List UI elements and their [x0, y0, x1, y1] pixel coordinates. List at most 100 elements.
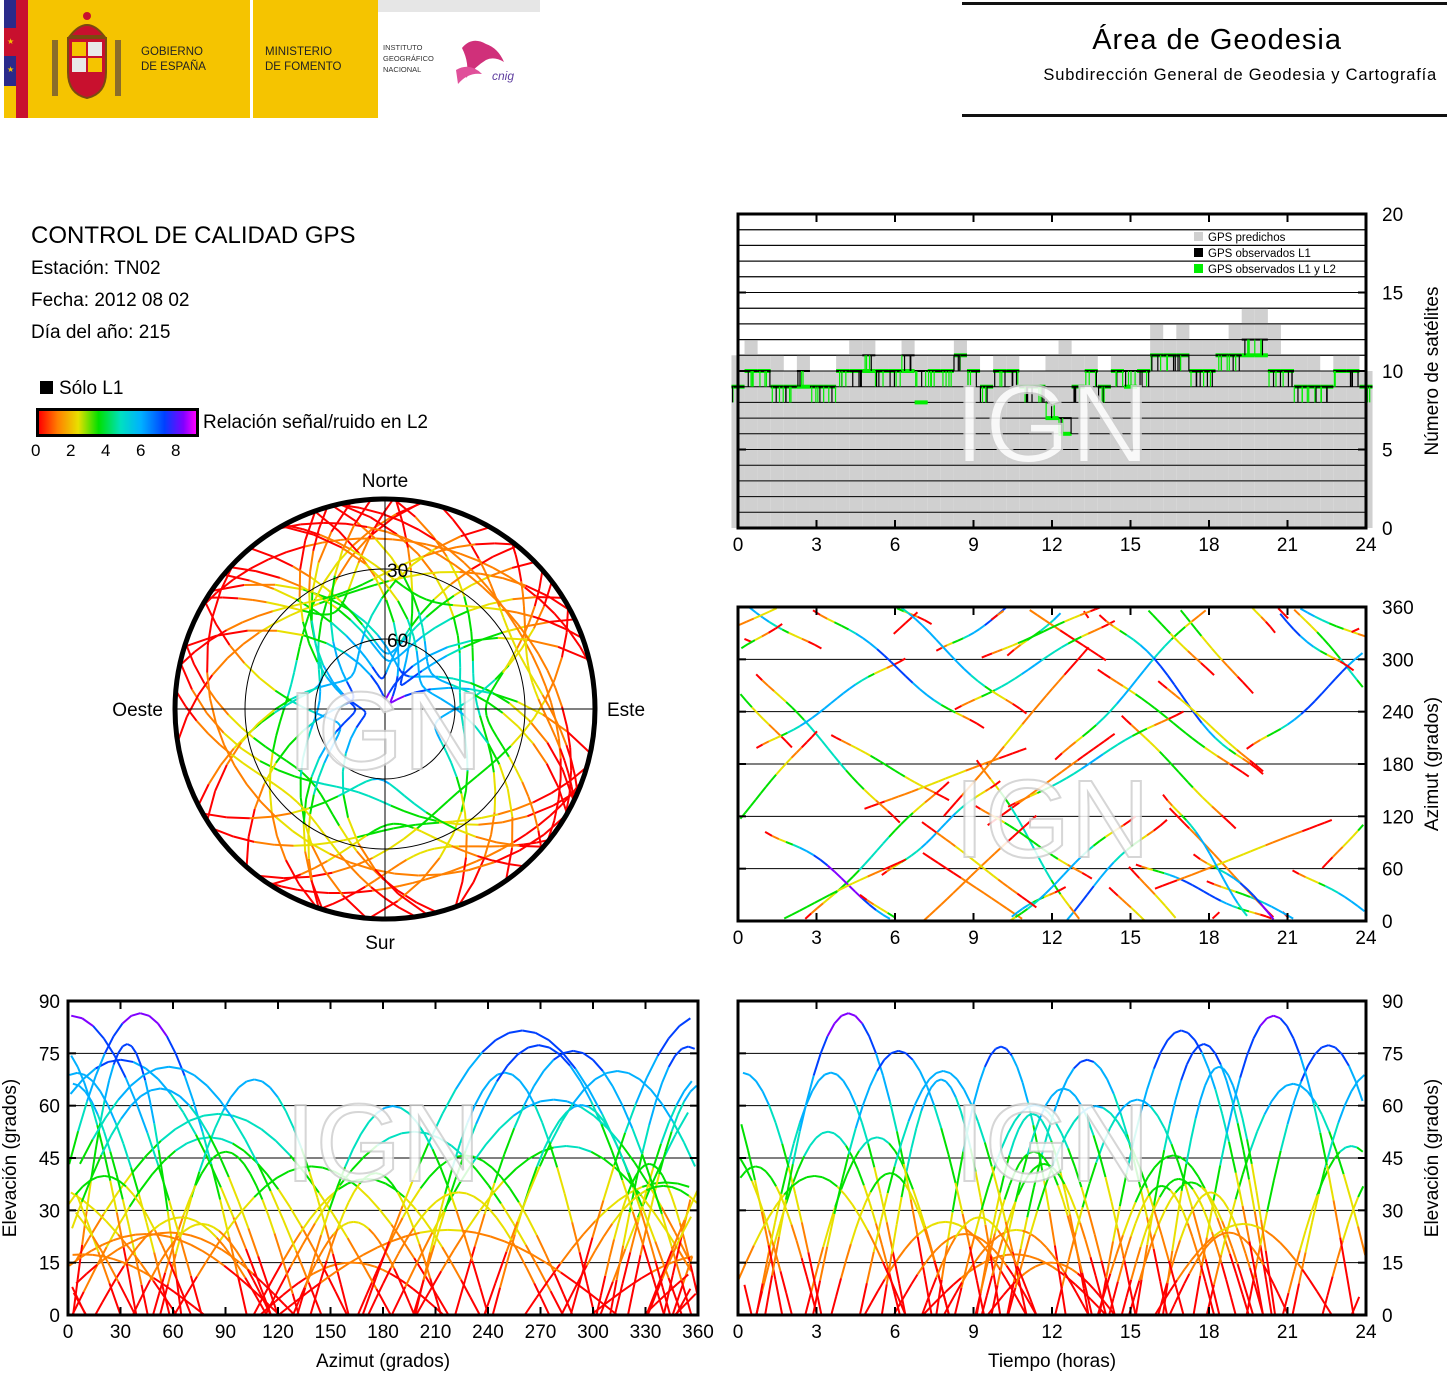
azimuth-track-segment [1053, 623, 1060, 628]
elevation-track-segment [1102, 1128, 1111, 1145]
azimuth-track-segment [1253, 763, 1260, 769]
azimuth-track-segment [963, 668, 972, 677]
skyplot-track-segment [298, 596, 304, 622]
elevation-track-segment [1051, 1148, 1061, 1168]
azimuth-track-segment [962, 634, 970, 640]
elevation-track-segment [846, 1160, 855, 1175]
observed-l1-step [1058, 417, 1072, 420]
instituto-line1: INSTITUTO [383, 43, 423, 52]
azimuth-track-segment [785, 841, 794, 846]
skyplot-track-segment [458, 699, 471, 708]
elevation-track-segment [1081, 1272, 1088, 1294]
skyplot-track-segment [455, 776, 463, 794]
x-tick-label: 210 [420, 1322, 452, 1343]
elevation-azimuth-segment [237, 1156, 245, 1165]
elevation-azimuth-segment [187, 1217, 196, 1222]
elevation-azimuth-segment [264, 1302, 272, 1316]
azimuth-track-segment [987, 820, 994, 827]
azimuth-track-segment [1184, 620, 1193, 628]
elevation-track-segment [1148, 1233, 1156, 1250]
skyplot-track-segment [417, 611, 424, 628]
azimuth-track-segment [988, 871, 995, 877]
y-tick-label: 360 [1382, 598, 1414, 619]
elevation-azimuth-segment [670, 1194, 677, 1209]
elevation-track-segment [1054, 1286, 1063, 1316]
azimuth-track-segment [935, 831, 942, 837]
skyplot-track-segment [466, 775, 478, 786]
elevation-azimuth-segment [231, 1117, 247, 1140]
elevation-azimuth-segment [159, 1231, 170, 1235]
skyplot-track-segment [352, 583, 364, 590]
elevation-azimuth-segment [683, 1190, 699, 1221]
azimuth-track-segment [1005, 698, 1014, 705]
azimuth-track-segment [1153, 657, 1162, 667]
azimuth-track-segment [1210, 751, 1218, 757]
skyplot-track-segment [362, 709, 367, 714]
elevation-azimuth-segment [553, 1273, 565, 1295]
elevation-azimuth-segment [348, 1253, 364, 1265]
elevation-azimuth-segment [289, 1244, 304, 1269]
azimuth-track-segment [875, 799, 883, 807]
elevation-azimuth-segment [485, 1080, 498, 1102]
azimuth-track-segment [1282, 612, 1289, 620]
elevation-track-segment [930, 1080, 937, 1089]
azimuth-track-segment [951, 772, 960, 777]
elevation-azimuth-segment [364, 1173, 371, 1179]
elevation-track-segment [923, 1275, 933, 1316]
skyplot-track-segment [430, 686, 449, 691]
skyplot-track-segment [394, 579, 404, 588]
elevation-track-segment [1231, 1248, 1239, 1265]
azimuth-track-segment [1033, 632, 1040, 638]
elevation-azimuth-segment [95, 1061, 109, 1070]
azimuth-track-segment [1301, 827, 1311, 833]
skyplot-track-segment [566, 726, 572, 749]
elevation-track-segment [1326, 1276, 1334, 1296]
elevation-track-segment [848, 1090, 857, 1106]
y-tick-label: 90 [39, 992, 60, 1013]
skyplot-track-segment [364, 614, 373, 632]
azimuth-track-segment [1152, 614, 1158, 621]
elevation-azimuth-segment [143, 1279, 151, 1292]
azimuth-track-segment [1013, 801, 1021, 808]
x-tick-label: 90 [215, 1322, 236, 1343]
elevation-azimuth-segment [553, 1144, 567, 1149]
elevation-track-segment [950, 1087, 957, 1098]
elevation-azimuth-segment [447, 1228, 463, 1232]
elevation-track-segment [1221, 1113, 1230, 1143]
skyplot-track-segment [415, 650, 420, 664]
skyplot-track-segment [225, 741, 243, 766]
x-tick-label: 180 [367, 1322, 399, 1343]
skyplot-track-segment [349, 619, 363, 632]
skyplot-track-segment [338, 825, 349, 839]
azimuth-track-segment [771, 834, 780, 841]
skyplot-track-segment [506, 610, 519, 626]
predicted-bar [1333, 355, 1347, 528]
elevation-track-segment [1116, 1265, 1124, 1282]
elevation-azimuth-segment [150, 1087, 161, 1092]
azimuth-track-segment [1257, 844, 1266, 850]
azimuth-track-segment [1074, 855, 1083, 864]
elevation-azimuth-segment [658, 1151, 667, 1175]
azimuth-track-segment [760, 786, 767, 794]
azimuth-track-segment [855, 746, 862, 752]
elevation-azimuth-segment [236, 1275, 248, 1316]
azimuth-track-segment [811, 730, 818, 738]
elevation-track-segment [1021, 1082, 1029, 1103]
skyplot-track-segment [335, 540, 351, 551]
skyplot-track-segment [308, 571, 312, 592]
elevation-track-segment [1194, 1099, 1202, 1119]
skyplot-track-segment [356, 850, 370, 866]
elevation-azimuth-segment [403, 1290, 411, 1304]
azimuth-track-segment [779, 695, 787, 703]
azimuth-track-segment [1083, 610, 1090, 619]
skyplot-track-segment [288, 730, 304, 746]
elevation-azimuth-segment [215, 1236, 225, 1247]
azimuth-track-segment [860, 749, 867, 754]
elevation-azimuth-segment [455, 1210, 466, 1236]
skyplot-track-segment [228, 644, 246, 664]
azimuth-track-segment [1069, 660, 1078, 669]
skyplot-track-segment [395, 561, 410, 569]
azimuth-track-segment [1182, 646, 1189, 652]
elevation-azimuth-segment [606, 1069, 618, 1075]
x-tick-label: 18 [1198, 1322, 1219, 1343]
